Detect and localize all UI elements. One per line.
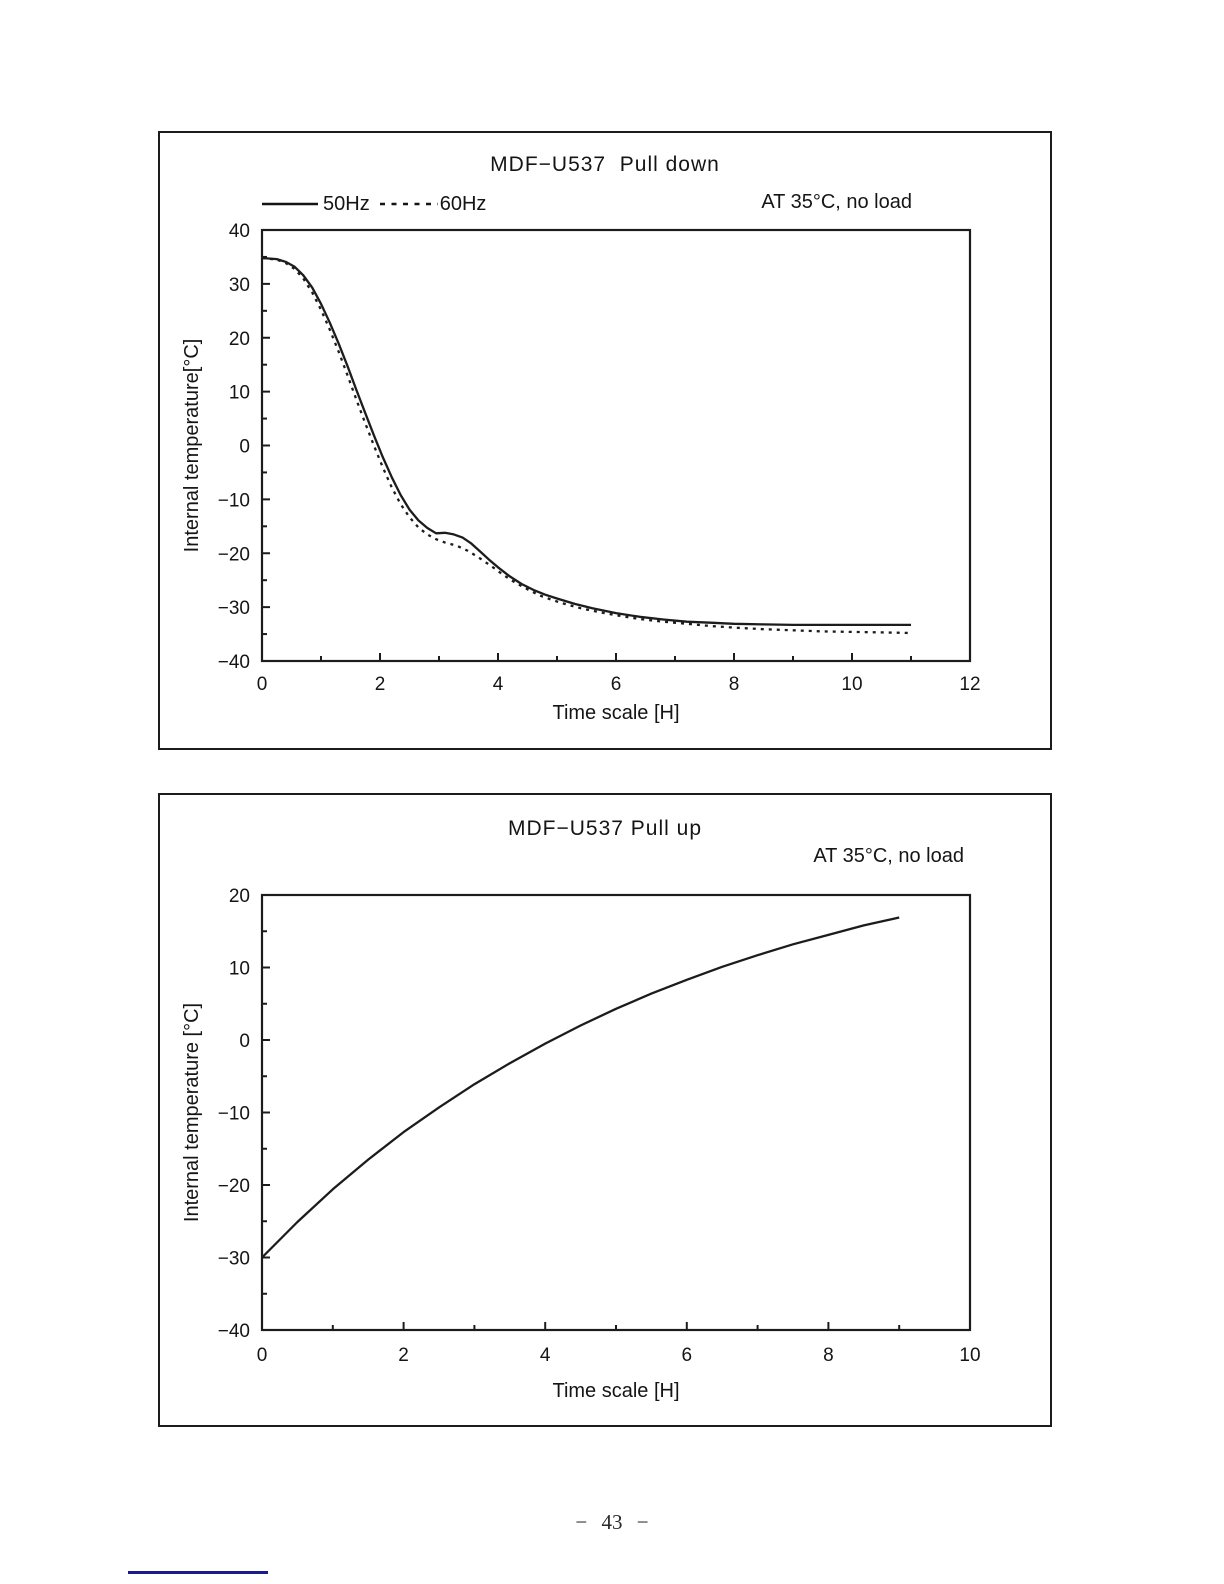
y-tick-label: 10: [229, 383, 250, 404]
legend-line-dotted-icon: [379, 202, 438, 206]
chart-title-pull-up: MDF−U537 Pull up: [508, 817, 702, 840]
y-tick-label: 20: [229, 886, 250, 907]
x-tick-label: 6: [682, 1345, 693, 1366]
x-tick-label: 12: [959, 674, 980, 695]
x-tick-label: 4: [493, 674, 504, 695]
x-tick-label: 2: [375, 674, 386, 695]
x-tick-label: 4: [540, 1345, 551, 1366]
legend-label-50hz: 50Hz: [323, 192, 370, 215]
y-tick-label: −40: [218, 652, 250, 673]
pull-up-chart-panel: MDF−U537 Pull up AT 35°C, no load 0 2 4 6 8 1…: [158, 793, 1052, 1427]
y-tick-label: 40: [229, 221, 250, 242]
plot-border: [260, 228, 972, 663]
series-50Hz: [261, 256, 911, 627]
y-tick-label: −30: [218, 1249, 250, 1270]
y-tick-label: −20: [218, 544, 250, 565]
legend: 50Hz 60Hz: [262, 192, 486, 216]
condition-annotation: AT 35°C, no load: [761, 191, 912, 213]
y-axis-label: Internal temperature [°C]: [181, 1003, 203, 1222]
y-tick-label: −10: [218, 490, 250, 511]
pull-up-plot: 0 2 4 6 8 10 −40 −30 −20 −10 0 10 20 Time scale [H] In…: [181, 886, 981, 1402]
y-tick-label: −20: [218, 1176, 250, 1197]
x-tick-label: 0: [257, 674, 268, 695]
x-tick-label: 8: [729, 674, 740, 695]
pull-down-chart-panel: MDF−U537 Pull down 50Hz 60Hz AT 35°C, no…: [158, 131, 1052, 750]
x-tick-label: 0: [257, 1345, 268, 1366]
x-tick-label: 6: [611, 674, 622, 695]
y-tick-label: 20: [229, 329, 250, 350]
y-tick-label: 10: [229, 959, 250, 980]
y-tick-label: −30: [218, 598, 250, 619]
plot-border: [260, 893, 972, 1332]
y-axis-label: Internal temperature[°C]: [181, 339, 203, 553]
x-tick-label: 10: [959, 1345, 980, 1366]
y-tick-label: 0: [239, 1031, 250, 1052]
legend-line-solid-icon: [262, 202, 318, 206]
y-tick-label: 0: [239, 437, 250, 458]
y-tick-label: −40: [218, 1321, 250, 1342]
series-60Hz: [261, 256, 912, 635]
condition-annotation: AT 35°C, no load: [813, 845, 964, 867]
x-tick-label: 8: [823, 1345, 834, 1366]
y-tick-label: −10: [218, 1104, 250, 1125]
pull-down-plot: 0 2 4 6 8 10 12 −40 −30 −20 −10 0 10 20 30 40 Time scale…: [181, 221, 981, 724]
footer-rule: [128, 1571, 268, 1574]
x-axis-label: Time scale [H]: [552, 702, 679, 724]
legend-label-60hz: 60Hz: [439, 192, 487, 215]
series-pull-up: [261, 916, 900, 1259]
x-tick-label: 2: [398, 1345, 409, 1366]
y-tick-label: 30: [229, 275, 250, 296]
x-axis-label: Time scale [H]: [552, 1380, 679, 1402]
x-tick-label: 10: [841, 674, 862, 695]
chart-title-pull-down: MDF−U537 Pull down: [490, 153, 720, 176]
page-number: − 43 −: [575, 1510, 649, 1534]
